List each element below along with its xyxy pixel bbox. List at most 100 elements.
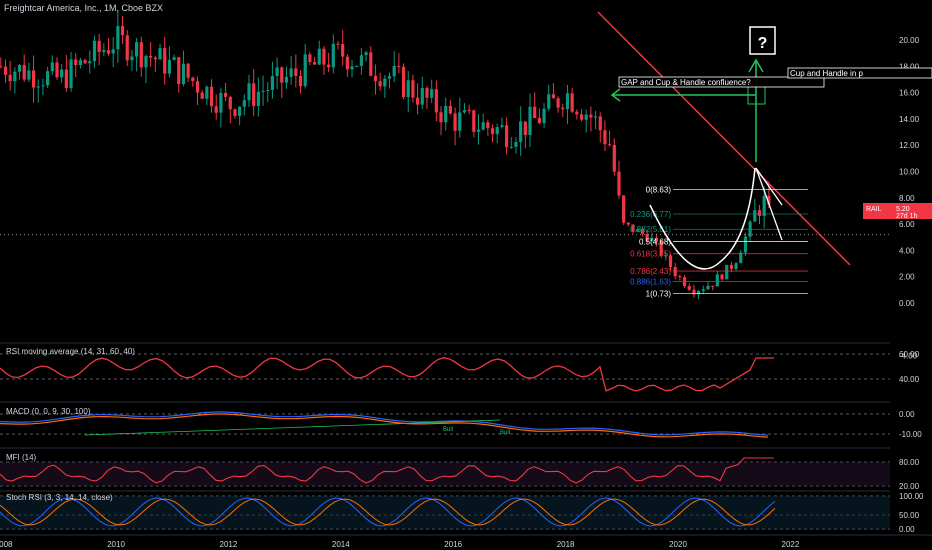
candle-body bbox=[486, 122, 490, 129]
level-label: 0.00 bbox=[899, 410, 915, 419]
candle-body bbox=[626, 222, 630, 225]
candle-body bbox=[406, 80, 410, 98]
candle-body bbox=[762, 195, 766, 217]
level-label: 0.00 bbox=[899, 525, 915, 534]
candle-body bbox=[397, 65, 401, 67]
y-tick-label: 10.00 bbox=[899, 168, 920, 177]
candle-body bbox=[120, 26, 125, 36]
gap-label: GAP and Cup & Handle confluence? bbox=[621, 78, 751, 87]
candle-body bbox=[369, 52, 373, 76]
candle-body bbox=[327, 64, 331, 68]
candle-body bbox=[102, 50, 106, 52]
candle-body bbox=[392, 65, 396, 77]
x-tick-label: 2014 bbox=[332, 540, 350, 549]
candle-body bbox=[631, 224, 635, 232]
candle-body bbox=[312, 62, 317, 65]
cup-label-box bbox=[787, 67, 932, 79]
candle-body bbox=[275, 67, 279, 77]
candle-body bbox=[519, 121, 523, 142]
stoch-d-line bbox=[0, 498, 776, 526]
candle-body bbox=[252, 83, 256, 106]
candle-body bbox=[542, 108, 546, 124]
candle-body bbox=[481, 122, 485, 130]
price-badge-symbol: RAIL bbox=[866, 206, 882, 213]
candle-body bbox=[55, 62, 59, 78]
x-tick-label: 2022 bbox=[782, 540, 800, 549]
mfi-line bbox=[0, 457, 774, 484]
candle-body bbox=[331, 43, 335, 68]
candle-body bbox=[706, 285, 710, 290]
candle-body bbox=[668, 255, 673, 268]
candle-body bbox=[650, 237, 654, 242]
price-badge bbox=[863, 203, 932, 219]
candle-body bbox=[298, 75, 303, 87]
candle-body bbox=[336, 43, 340, 45]
candle-body bbox=[195, 81, 200, 93]
candle-body bbox=[261, 90, 265, 92]
candle-body bbox=[504, 125, 509, 148]
candle-body bbox=[612, 144, 616, 172]
candle-body bbox=[233, 109, 237, 116]
candle-body bbox=[729, 264, 733, 269]
x-tick-label: 2016 bbox=[444, 540, 462, 549]
mfi-band bbox=[0, 462, 890, 486]
candle-body bbox=[238, 106, 242, 116]
level-label: 100.00 bbox=[899, 492, 924, 501]
fib-level-label: 0.886(1.63) bbox=[630, 278, 671, 287]
candle-body bbox=[172, 57, 176, 60]
candle-body bbox=[177, 57, 181, 85]
candle-body bbox=[462, 110, 467, 113]
candle-body bbox=[41, 85, 45, 87]
rsi-label: RSI moving average (14, 31, 60, 40) bbox=[6, 347, 135, 356]
candle-body bbox=[622, 195, 626, 223]
candle-body bbox=[687, 286, 691, 290]
candle-body bbox=[575, 111, 579, 115]
candle-body bbox=[46, 71, 50, 86]
candle-body bbox=[603, 130, 607, 145]
stoch-rsi-label: Stoch RSI (3, 3, 14, 14, close) bbox=[6, 493, 113, 502]
candle-body bbox=[472, 110, 476, 132]
candle-body bbox=[476, 129, 481, 132]
candle-body bbox=[664, 255, 668, 257]
gap-arrowhead bbox=[610, 88, 621, 102]
candle-body bbox=[308, 54, 312, 63]
trendline bbox=[597, 11, 851, 266]
candle-body bbox=[149, 55, 153, 58]
y-tick-label: 0.00 bbox=[899, 299, 915, 308]
candle-body bbox=[589, 114, 593, 118]
macd-line bbox=[0, 411, 769, 436]
candle-body bbox=[0, 66, 3, 68]
gap-label-box bbox=[618, 76, 825, 88]
candle-body bbox=[537, 118, 541, 124]
candle-body bbox=[359, 55, 364, 66]
candle-body bbox=[111, 49, 115, 54]
y-axis: 20.00 18.00 16.00 14.00 12.00 10.00 8.00 6.00 4.… bbox=[899, 36, 920, 361]
candle-body bbox=[270, 76, 275, 91]
candle-body bbox=[280, 67, 284, 83]
fib-level-label: 0.786(2.43) bbox=[630, 267, 671, 276]
candle-body bbox=[720, 274, 724, 280]
x-tick-label: 2008 bbox=[0, 540, 13, 549]
candle-body bbox=[97, 40, 101, 52]
candle-body bbox=[645, 233, 649, 242]
candle-body bbox=[467, 110, 471, 112]
candle-body bbox=[458, 112, 462, 131]
y-tick-label: 8.00 bbox=[899, 194, 915, 203]
candle-body bbox=[92, 40, 97, 62]
candle-body bbox=[355, 65, 359, 67]
candle-body bbox=[364, 52, 368, 56]
candle-body bbox=[673, 267, 677, 277]
candle-body bbox=[289, 68, 293, 77]
level-label: 20.00 bbox=[899, 482, 920, 491]
candle-body bbox=[692, 289, 696, 295]
candle-body bbox=[509, 146, 513, 148]
candle-body bbox=[757, 210, 762, 217]
candle-body bbox=[528, 106, 532, 136]
candle-body bbox=[78, 60, 83, 66]
candle-body bbox=[205, 86, 209, 99]
candle-body bbox=[139, 42, 143, 68]
fib-level-label: 0.5(4.68) bbox=[639, 237, 671, 246]
candle-body bbox=[425, 88, 429, 98]
